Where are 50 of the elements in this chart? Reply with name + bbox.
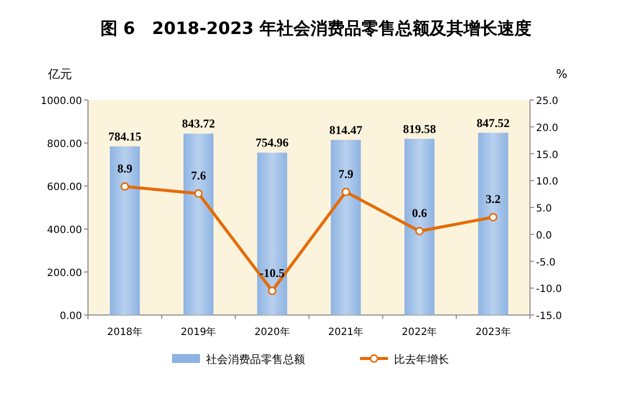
y2-tick-label: 0.0 <box>536 230 552 242</box>
y2-axis-title: % <box>556 67 568 81</box>
bar <box>478 132 508 315</box>
chart-title: 图 6 2018-2023 年社会消费品零售总额及其增长速度 <box>100 19 532 39</box>
point <box>342 188 350 196</box>
point <box>488 212 498 222</box>
y-tick-label: 400.00 <box>47 225 82 236</box>
y-axis-title: 亿元 <box>47 67 72 81</box>
data-label: -10.5 <box>260 266 285 280</box>
y2-tick-label: 15.0 <box>536 150 558 161</box>
y2-tick-label: 25.0 <box>536 96 558 107</box>
y-tick-label: 0.00 <box>60 311 82 322</box>
x-tick-label: 2018年 <box>107 326 143 338</box>
bar <box>330 140 361 315</box>
x-tick-label: 2023年 <box>475 326 511 338</box>
bar <box>184 134 214 315</box>
x-tick-label: 2019年 <box>180 326 216 338</box>
y2-tick-label: 10.0 <box>536 176 558 188</box>
bar <box>257 152 288 315</box>
y-tick-label: 600.00 <box>47 182 82 193</box>
point <box>194 189 203 198</box>
data-label: 0.6 <box>412 206 427 220</box>
data-label: 3.2 <box>486 192 501 206</box>
y-tick-label: 800.00 <box>47 139 82 150</box>
y2-tick-label: 5.0 <box>536 204 552 214</box>
y2-tick-label: -5.0 <box>536 257 556 268</box>
bar <box>110 146 140 315</box>
y2-tick-label: -15.0 <box>536 311 562 322</box>
point <box>268 286 276 296</box>
point <box>415 226 424 236</box>
point <box>120 182 130 191</box>
data-label: 847.52 <box>476 116 510 130</box>
data-label: 8.9 <box>117 162 132 176</box>
y2-tick-label: 20.0 <box>536 122 558 134</box>
x-tick-label: 2020年 <box>254 326 290 338</box>
legend-label: 比去年增长 <box>394 353 449 366</box>
data-label: 7.9 <box>338 166 354 181</box>
x-tick-label: 2021年 <box>328 326 364 338</box>
data-label: 819.58 <box>403 122 436 136</box>
legend-label: 社会消费品零售总额 <box>206 353 305 366</box>
y2-tick-label: -10.0 <box>536 284 562 296</box>
data-label: 784.15 <box>108 129 142 144</box>
x-tick-label: 2022年 <box>402 326 438 338</box>
y-tick-label: 200.00 <box>47 268 82 279</box>
data-label: 814.47 <box>329 122 362 137</box>
data-label: 7.6 <box>191 168 206 183</box>
data-label: 754.96 <box>256 136 289 150</box>
bar <box>404 138 434 315</box>
data-label: 843.72 <box>182 116 215 131</box>
y-tick-label: 1000.00 <box>40 96 82 107</box>
